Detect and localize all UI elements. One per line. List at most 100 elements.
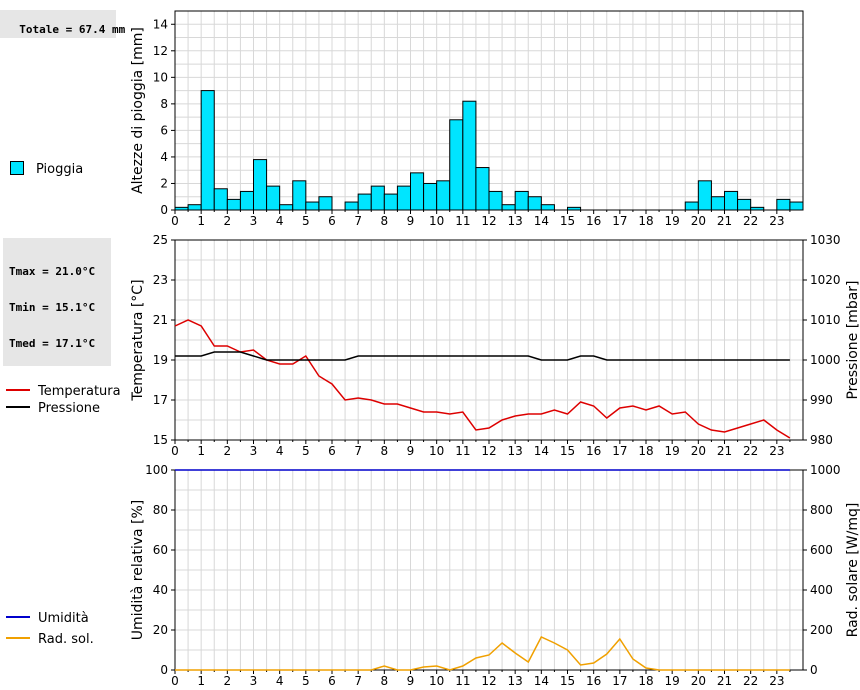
x-tick-label: 8 <box>381 444 389 458</box>
x-tick-label: 22 <box>743 444 758 458</box>
x-tick-label: 18 <box>638 674 653 688</box>
y-tick-label: 10 <box>153 70 168 84</box>
y-tick-label: 21 <box>153 313 168 327</box>
y-tick-label: 15 <box>153 433 168 447</box>
rain-bar <box>697 180 712 211</box>
x-tick-label: 8 <box>381 674 389 688</box>
x-tick-label: 5 <box>302 674 310 688</box>
x-tick-label: 20 <box>691 674 706 688</box>
x-tick-label: 20 <box>691 444 706 458</box>
y-tick-label: 100 <box>145 463 168 477</box>
y2-tick-label: 1030 <box>810 233 841 247</box>
x-tick-label: 21 <box>717 214 732 228</box>
x-tick-label: 13 <box>508 444 523 458</box>
legend-item-rad-sol: Rad. sol. <box>6 632 94 647</box>
y-tick-label: 6 <box>160 123 168 137</box>
panel-0: 0 1 2 3 4 5 6 7 8 9 10 11 12 13 14 15 16 17 18 19 20 21 22 2302… <box>130 10 804 228</box>
rain-bar <box>266 185 281 211</box>
y2-tick-label: 990 <box>810 393 833 407</box>
x-tick-label: 9 <box>407 214 415 228</box>
rain-bar <box>187 204 202 211</box>
x-tick-label: 0 <box>171 674 179 688</box>
legend-label-temperatura: Temperatura <box>38 384 121 399</box>
x-tick-label: 23 <box>769 444 784 458</box>
rain-bar <box>305 201 320 211</box>
rain-bar <box>383 193 398 211</box>
y-tick-label: 17 <box>153 393 168 407</box>
rain-bar <box>174 206 189 211</box>
x-tick-label: 13 <box>508 674 523 688</box>
y2-tick-label: 600 <box>810 543 833 557</box>
tmax-text: Tmax = 21.0°C <box>9 265 96 278</box>
series-line-1-0 <box>174 319 791 439</box>
x-tick-label: 11 <box>455 214 470 228</box>
x-tick-label: 14 <box>534 674 549 688</box>
x-tick-label: 5 <box>302 214 310 228</box>
x-tick-label: 19 <box>665 674 680 688</box>
rain-bar <box>449 119 464 211</box>
x-tick-label: 11 <box>455 674 470 688</box>
rain-bar <box>684 201 699 211</box>
legend-label-rad-sol: Rad. sol. <box>38 632 94 647</box>
legend-item-umidita: Umidità <box>6 611 89 626</box>
y2-axis-label: Pressione [mbar] <box>845 280 860 399</box>
rain-bar <box>357 193 372 211</box>
x-tick-label: 10 <box>429 444 444 458</box>
rain-total-box: Totale = 67.4 mm <box>0 10 125 38</box>
x-tick-label: 1 <box>197 214 205 228</box>
rain-bar <box>423 182 438 211</box>
legend-swatch-pioggia <box>10 161 24 175</box>
x-tick-label: 12 <box>481 674 496 688</box>
x-tick-label: 6 <box>328 674 336 688</box>
rain-bar <box>396 185 411 211</box>
rain-bar <box>527 196 542 211</box>
y-tick-label: 14 <box>153 17 168 31</box>
x-tick-label: 2 <box>224 444 232 458</box>
rain-total-text: Totale = 67.4 mm <box>19 23 126 36</box>
x-tick-label: 3 <box>250 444 258 458</box>
y2-tick-label: 200 <box>810 623 833 637</box>
rain-bar <box>789 201 804 211</box>
y-tick-label: 80 <box>153 503 168 517</box>
rain-bar <box>226 198 241 211</box>
x-tick-label: 18 <box>638 444 653 458</box>
x-tick-label: 9 <box>407 444 415 458</box>
y2-tick-label: 1000 <box>810 353 841 367</box>
y2-tick-label: 1020 <box>810 273 841 287</box>
y-axis-label: Altezze di pioggia [mm] <box>130 27 146 194</box>
rain-bar <box>710 196 726 211</box>
x-tick-label: 16 <box>586 674 601 688</box>
x-tick-label: 11 <box>455 444 470 458</box>
y2-tick-label: 980 <box>810 433 833 447</box>
rain-bar <box>344 201 359 211</box>
x-tick-label: 14 <box>534 444 549 458</box>
y-axis-label: Umidità relativa [%] <box>130 500 146 641</box>
temperature-stats-box: Tmax = 21.0°C Tmin = 15.1°C Tmed = 17.1°… <box>3 238 111 366</box>
x-tick-label: 5 <box>302 444 310 458</box>
x-tick-label: 6 <box>328 444 336 458</box>
x-tick-label: 15 <box>560 214 575 228</box>
y-tick-label: 4 <box>160 150 168 164</box>
rain-bar <box>750 206 765 211</box>
x-tick-label: 17 <box>612 444 627 458</box>
y-tick-label: 8 <box>160 97 168 111</box>
rain-bar <box>436 180 451 211</box>
rain-bar <box>567 206 582 211</box>
x-tick-label: 21 <box>717 674 732 688</box>
rain-bar <box>540 204 555 211</box>
x-tick-label: 23 <box>769 674 784 688</box>
panel-2: 0 1 2 3 4 5 6 7 8 9 10 11 12 13 14 15 16 17 18 19 20 21 22 2302… <box>130 463 860 688</box>
x-tick-label: 22 <box>743 214 758 228</box>
x-tick-label: 3 <box>250 674 258 688</box>
x-tick-label: 12 <box>481 214 496 228</box>
x-tick-label: 15 <box>560 444 575 458</box>
tmed-text: Tmed = 17.1°C <box>9 337 96 350</box>
x-tick-label: 2 <box>224 674 232 688</box>
x-tick-label: 9 <box>407 674 415 688</box>
x-tick-label: 4 <box>276 674 284 688</box>
legend-line-rad-sol <box>6 637 30 639</box>
x-tick-label: 3 <box>250 214 258 228</box>
y-axis-label: Temperatura [°C] <box>130 279 146 401</box>
rain-bar <box>724 190 739 211</box>
